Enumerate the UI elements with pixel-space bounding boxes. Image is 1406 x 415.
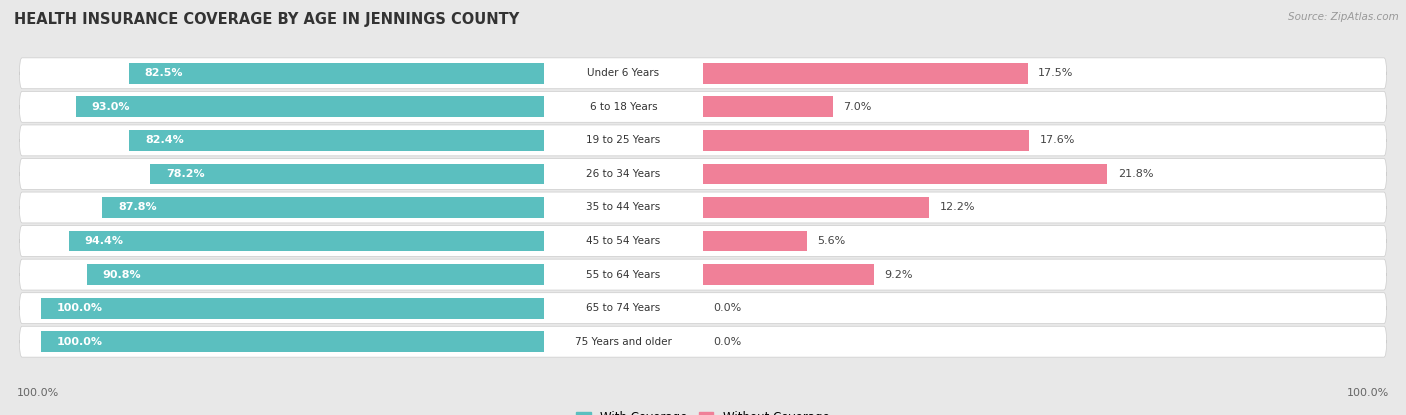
Bar <box>69 231 544 251</box>
Bar <box>129 130 544 151</box>
Bar <box>703 264 873 285</box>
FancyBboxPatch shape <box>20 58 1386 89</box>
Text: 5.6%: 5.6% <box>817 236 846 246</box>
Text: 19 to 25 Years: 19 to 25 Years <box>586 135 661 145</box>
Bar <box>703 231 807 251</box>
Text: Source: ZipAtlas.com: Source: ZipAtlas.com <box>1288 12 1399 22</box>
Text: 45 to 54 Years: 45 to 54 Years <box>586 236 661 246</box>
Bar <box>87 264 544 285</box>
FancyBboxPatch shape <box>20 226 1386 256</box>
FancyBboxPatch shape <box>20 125 1386 156</box>
FancyBboxPatch shape <box>20 293 1386 324</box>
FancyBboxPatch shape <box>20 326 1386 357</box>
Text: 26 to 34 Years: 26 to 34 Years <box>586 169 661 179</box>
Text: 0.0%: 0.0% <box>714 337 742 347</box>
Text: 78.2%: 78.2% <box>166 169 205 179</box>
Text: 17.5%: 17.5% <box>1038 68 1074 78</box>
FancyBboxPatch shape <box>20 192 1386 223</box>
Text: 55 to 64 Years: 55 to 64 Years <box>586 270 661 280</box>
Text: 82.5%: 82.5% <box>145 68 183 78</box>
Text: 93.0%: 93.0% <box>91 102 131 112</box>
FancyBboxPatch shape <box>20 91 1386 122</box>
Text: 17.6%: 17.6% <box>1040 135 1076 145</box>
Text: 75 Years and older: 75 Years and older <box>575 337 672 347</box>
Text: 9.2%: 9.2% <box>884 270 912 280</box>
Bar <box>41 331 544 352</box>
Text: 100.0%: 100.0% <box>1347 388 1389 398</box>
Text: 87.8%: 87.8% <box>118 203 156 212</box>
FancyBboxPatch shape <box>20 159 1386 189</box>
Bar <box>703 63 1028 84</box>
Text: 100.0%: 100.0% <box>56 303 103 313</box>
Text: HEALTH INSURANCE COVERAGE BY AGE IN JENNINGS COUNTY: HEALTH INSURANCE COVERAGE BY AGE IN JENN… <box>14 12 519 27</box>
Text: 100.0%: 100.0% <box>56 337 103 347</box>
Bar <box>103 197 544 218</box>
Text: 0.0%: 0.0% <box>714 303 742 313</box>
Text: 12.2%: 12.2% <box>939 203 976 212</box>
Text: 35 to 44 Years: 35 to 44 Years <box>586 203 661 212</box>
Bar <box>703 197 929 218</box>
Text: 21.8%: 21.8% <box>1118 169 1153 179</box>
Text: 94.4%: 94.4% <box>84 236 124 246</box>
Text: 100.0%: 100.0% <box>17 388 59 398</box>
Bar <box>703 96 832 117</box>
Bar <box>703 130 1029 151</box>
FancyBboxPatch shape <box>20 259 1386 290</box>
Text: 90.8%: 90.8% <box>103 270 142 280</box>
Text: Under 6 Years: Under 6 Years <box>588 68 659 78</box>
Bar <box>129 63 544 84</box>
Bar <box>41 298 544 319</box>
Text: 65 to 74 Years: 65 to 74 Years <box>586 303 661 313</box>
Text: 6 to 18 Years: 6 to 18 Years <box>589 102 658 112</box>
Bar <box>76 96 544 117</box>
Text: 82.4%: 82.4% <box>145 135 184 145</box>
Legend: With Coverage, Without Coverage: With Coverage, Without Coverage <box>572 406 834 415</box>
Bar <box>703 164 1108 184</box>
Text: 7.0%: 7.0% <box>844 102 872 112</box>
Bar <box>150 164 544 184</box>
